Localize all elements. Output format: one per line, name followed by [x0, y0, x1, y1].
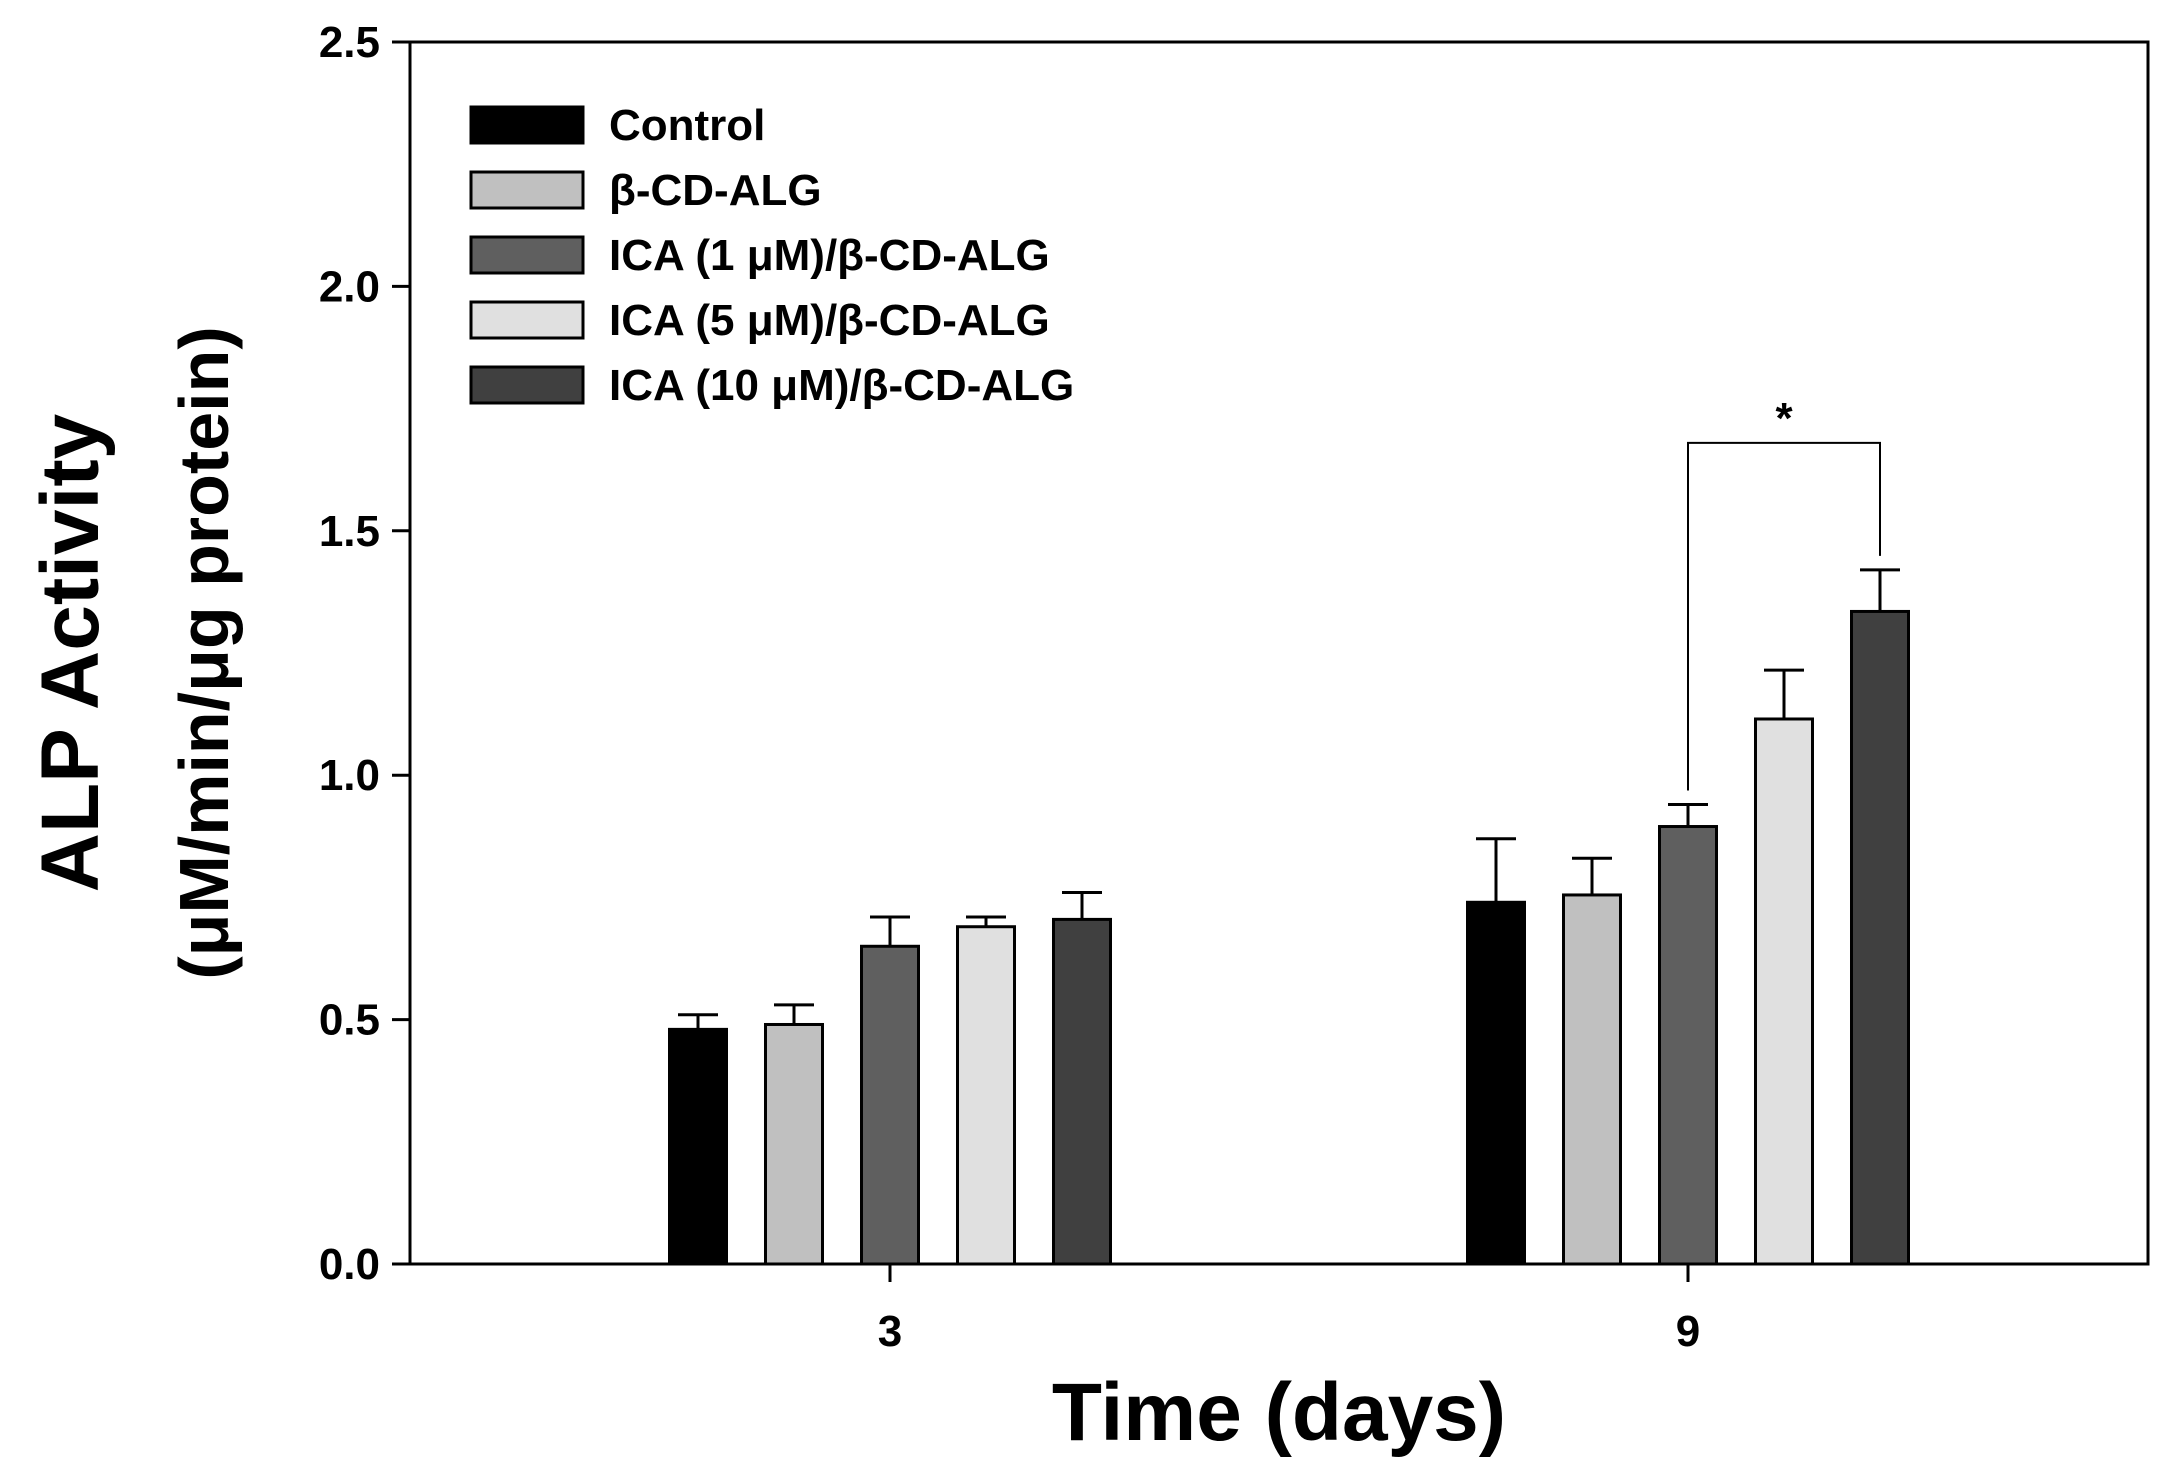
x-tick-label-0: 3	[878, 1307, 902, 1356]
legend-swatch-1	[469, 170, 585, 210]
y-tick-label-1: 0.5	[319, 996, 380, 1045]
legend-label-4: ICA (10 μM)/β-CD-ALG	[609, 361, 1074, 410]
error-bars-group	[678, 568, 1900, 1030]
legend-label-2: ICA (1 μM)/β-CD-ALG	[609, 231, 1050, 280]
y-tick-label-4: 2.0	[319, 262, 380, 311]
bar-series2-cat3	[860, 944, 920, 1266]
plot-area-frame	[408, 40, 2150, 1266]
legend-label-1: β-CD-ALG	[609, 166, 822, 215]
significance-asterisk-0: *	[1775, 394, 1793, 443]
x-tick-label-1: 9	[1676, 1307, 1700, 1356]
legend-swatch-0	[469, 105, 585, 145]
x-axis-title: Time (days)	[1052, 1367, 1506, 1458]
y-tick-label-0: 0.0	[319, 1240, 380, 1289]
bar-series1-cat3	[764, 1022, 824, 1266]
y-tick-label-2: 1.0	[319, 751, 380, 800]
bar-series0-cat3	[668, 1027, 728, 1266]
legend-label-0: Control	[609, 101, 765, 150]
significance-bracket-0	[1687, 441, 1881, 791]
legend-swatch-2	[469, 235, 585, 275]
bar-series3-cat3	[956, 925, 1016, 1266]
bar-series2-cat9	[1658, 825, 1718, 1266]
bar-series3-cat9	[1754, 717, 1814, 1266]
y-tick-label-5: 2.5	[319, 18, 380, 67]
bar-series0-cat9	[1466, 900, 1526, 1266]
y-axis-title-line1: ALP Activity	[25, 413, 116, 892]
y-axis: 0.0 0.5 1.0 1.5 2.0 2.5	[319, 18, 410, 1289]
bar-series1-cat9	[1562, 893, 1622, 1266]
bar-series4-cat3	[1052, 917, 1112, 1266]
bar-series4-cat9	[1850, 609, 1910, 1266]
annotations-group: *	[1687, 394, 1881, 791]
legend-label-3: ICA (5 μM)/β-CD-ALG	[609, 296, 1050, 345]
y-tick-label-3: 1.5	[319, 507, 380, 556]
legend: Control β-CD-ALG ICA (1 μM)/β-CD-ALG ICA (5…	[469, 101, 1074, 410]
y-axis-title-line2: (μM/min/μg protein)	[165, 326, 243, 979]
legend-swatch-4	[469, 365, 585, 405]
legend-swatch-3	[469, 300, 585, 340]
bars-group	[668, 609, 1910, 1266]
